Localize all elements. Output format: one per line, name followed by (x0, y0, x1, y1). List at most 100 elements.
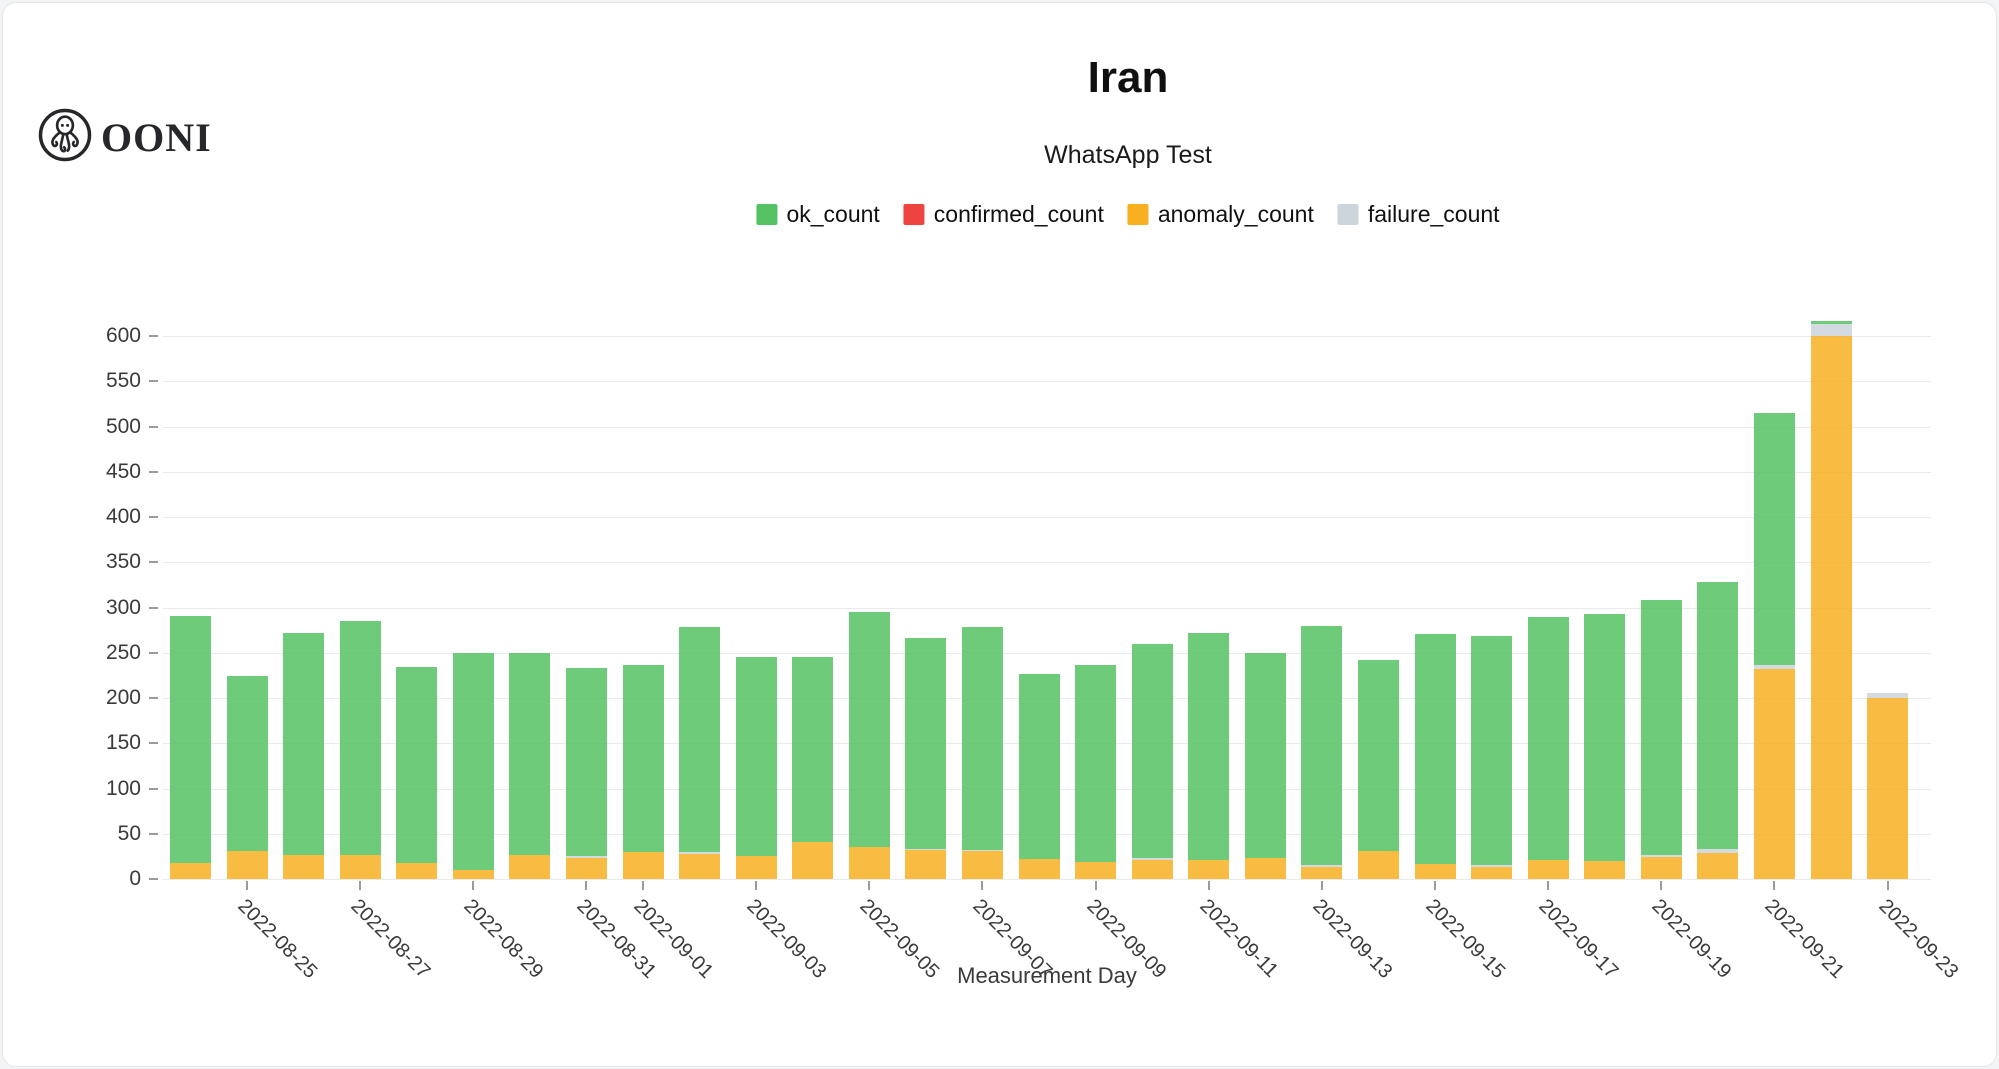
bar-segment-anomaly_count (1640, 857, 1682, 879)
bar-2022-09-16[interactable] (1471, 636, 1513, 879)
bar-segment-ok_count (1188, 632, 1230, 860)
bar-segment-anomaly_count (226, 850, 268, 879)
bar-2022-09-09[interactable] (1075, 665, 1117, 879)
bar-2022-09-18[interactable] (1584, 613, 1626, 879)
bar-segment-ok_count (1131, 643, 1173, 859)
chart-title: Iran (1087, 53, 1169, 102)
xtick-label-2022-09-17: 2022-09-17 (1534, 895, 1623, 983)
bar-2022-09-11[interactable] (1188, 632, 1230, 879)
bar-2022-09-05[interactable] (848, 612, 890, 879)
bar-segment-anomaly_count (1414, 863, 1456, 879)
gridline-y-600 (163, 336, 1931, 337)
bar-2022-09-17[interactable] (1527, 617, 1569, 879)
bar-2022-09-07[interactable] (961, 627, 1003, 879)
bar-2022-08-31[interactable] (565, 668, 607, 879)
ytick-label-50: 50 (117, 821, 141, 845)
bar-2022-08-29[interactable] (452, 652, 494, 879)
bar-segment-anomaly_count (792, 841, 834, 879)
bar-segment-ok_count (622, 664, 664, 852)
bar-segment-ok_count (1471, 636, 1513, 866)
bar-segment-failure_count (679, 851, 721, 854)
bar-segment-failure_count (905, 849, 947, 851)
bar-2022-09-15[interactable] (1414, 633, 1456, 879)
bar-2022-09-19[interactable] (1640, 600, 1682, 879)
bar-segment-anomaly_count (1018, 859, 1060, 879)
bar-2022-09-13[interactable] (1301, 625, 1343, 879)
bar-segment-ok_count (679, 627, 721, 852)
xtick-label-2022-09-19: 2022-09-19 (1647, 895, 1736, 983)
bar-segment-failure_count (1810, 324, 1852, 336)
bar-2022-09-03[interactable] (735, 657, 777, 879)
bar-2022-08-28[interactable] (396, 667, 438, 879)
bar-segment-anomaly_count (848, 847, 890, 879)
bar-2022-09-06[interactable] (905, 638, 947, 879)
bar-2022-09-02[interactable] (679, 627, 721, 879)
xtick-mark-2022-09-23 (1886, 881, 1889, 890)
bar-segment-ok_count (1527, 617, 1569, 860)
bar-segment-anomaly_count (1697, 852, 1739, 879)
legend-label: ok_count (786, 201, 880, 227)
ooni-wordmark: OONI (101, 115, 212, 160)
xtick-label-2022-09-23: 2022-09-23 (1874, 895, 1962, 983)
legend-item-failure_count[interactable]: failure_count (1337, 201, 1500, 228)
bar-2022-09-21[interactable] (1753, 412, 1795, 879)
ytick-label-250: 250 (105, 640, 141, 664)
legend-item-confirmed_count[interactable]: confirmed_count (903, 201, 1104, 228)
bar-2022-09-20[interactable] (1697, 582, 1739, 879)
bar-2022-09-10[interactable] (1131, 643, 1173, 879)
bar-2022-09-12[interactable] (1244, 652, 1286, 879)
ytick-mark-200 (149, 697, 158, 699)
bar-segment-anomaly_count (170, 862, 211, 879)
ytick-mark-500 (149, 425, 158, 428)
bar-2022-08-24[interactable] (170, 615, 211, 879)
bar-2022-09-08[interactable] (1018, 674, 1060, 879)
bar-2022-08-26[interactable] (283, 632, 325, 879)
gridline-y-300 (163, 607, 1931, 609)
bar-segment-failure_count (1753, 664, 1795, 670)
legend-label: confirmed_count (933, 201, 1104, 227)
bar-2022-09-22[interactable] (1810, 320, 1852, 879)
bar-segment-failure_count (1471, 865, 1513, 868)
ytick-label-150: 150 (105, 731, 141, 755)
legend-swatch-confirmed_count (903, 204, 925, 225)
bar-segment-anomaly_count (283, 854, 325, 879)
xtick-mark-2022-09-01 (642, 881, 645, 890)
ytick-label-350: 350 (105, 550, 141, 574)
bar-2022-09-14[interactable] (1357, 659, 1399, 879)
bar-2022-09-04[interactable] (792, 657, 834, 879)
gridline-y-400 (163, 517, 1931, 518)
bar-segment-anomaly_count (1584, 860, 1626, 879)
bar-segment-ok_count (226, 676, 268, 851)
bar-segment-anomaly_count (452, 869, 494, 879)
ytick-mark-600 (149, 335, 158, 337)
bar-2022-08-25[interactable] (226, 676, 268, 879)
xtick-label-2022-09-21: 2022-09-21 (1760, 895, 1849, 983)
bar-segment-ok_count (1075, 665, 1117, 862)
bar-segment-ok_count (1357, 659, 1399, 851)
bar-2022-08-30[interactable] (509, 652, 551, 879)
ytick-mark-100 (149, 787, 158, 790)
bar-segment-anomaly_count (1527, 859, 1569, 879)
xtick-mark-2022-09-07 (981, 881, 984, 890)
bar-segment-failure_count (1131, 858, 1173, 860)
bar-segment-anomaly_count (1301, 867, 1343, 879)
legend-item-ok_count[interactable]: ok_count (756, 201, 880, 228)
bar-segment-failure_count (1867, 693, 1909, 698)
ytick-mark-400 (149, 516, 158, 518)
bar-segment-ok_count (452, 652, 494, 870)
ytick-label-300: 300 (105, 595, 141, 619)
ytick-mark-550 (149, 380, 158, 383)
bar-segment-ok_count (792, 657, 834, 842)
legend-item-anomaly_count[interactable]: anomaly_count (1127, 201, 1314, 228)
chart-legend: ok_count confirmed_count anomaly_count fail… (756, 201, 1500, 228)
xtick-mark-2022-09-13 (1320, 881, 1323, 890)
ytick-label-500: 500 (105, 414, 141, 438)
bar-2022-09-01[interactable] (622, 664, 664, 879)
bar-2022-09-23[interactable] (1867, 693, 1909, 879)
bar-2022-08-27[interactable] (339, 621, 381, 879)
bar-segment-failure_count (961, 850, 1003, 851)
legend-label: anomaly_count (1157, 201, 1314, 227)
gridline-y-0 (163, 879, 1931, 880)
bar-segment-anomaly_count (565, 858, 607, 879)
xtick-mark-2022-08-27 (359, 881, 362, 890)
